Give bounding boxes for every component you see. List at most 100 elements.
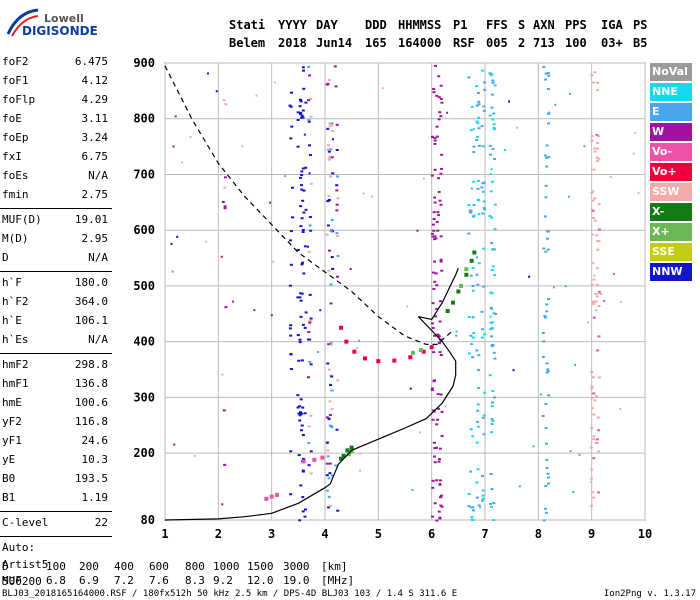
echo-point bbox=[308, 224, 312, 227]
echo-point bbox=[433, 235, 437, 238]
echo-point bbox=[476, 135, 480, 138]
echo-point bbox=[592, 302, 596, 305]
trace-point-vominus bbox=[264, 496, 269, 501]
echo-point bbox=[490, 93, 494, 96]
echo-point bbox=[482, 247, 486, 250]
echo-point bbox=[328, 414, 332, 417]
echo-point bbox=[489, 505, 493, 508]
echo-point bbox=[300, 116, 304, 119]
echo-point bbox=[597, 157, 601, 160]
echo-point bbox=[326, 143, 330, 146]
echo-point bbox=[592, 217, 596, 220]
echo-point bbox=[490, 488, 494, 491]
echo-point bbox=[432, 441, 436, 444]
echo-point bbox=[596, 147, 600, 150]
param-value: 24.6 bbox=[81, 434, 109, 447]
param-name: hmE bbox=[2, 396, 22, 409]
echo-point bbox=[301, 167, 305, 170]
echo-point bbox=[358, 339, 361, 342]
echo-point bbox=[433, 334, 437, 337]
trace-point-xplus bbox=[419, 348, 423, 353]
echo-point bbox=[591, 209, 595, 212]
echo-point bbox=[439, 235, 443, 238]
echo-point bbox=[289, 368, 293, 371]
echo-point bbox=[491, 420, 495, 423]
header-row2-cell-5: RSF bbox=[453, 36, 475, 50]
echo-point bbox=[300, 114, 304, 117]
echo-point bbox=[307, 99, 311, 102]
param-value: 364.0 bbox=[74, 295, 108, 308]
echo-point bbox=[335, 189, 339, 192]
echo-point bbox=[439, 97, 443, 100]
echo-point bbox=[193, 454, 196, 457]
echo-point bbox=[590, 139, 594, 142]
echo-point bbox=[220, 255, 223, 258]
param-value: 4.29 bbox=[81, 93, 109, 106]
trace-point-xminus bbox=[472, 250, 477, 255]
echo-point bbox=[253, 309, 256, 312]
echo-point bbox=[411, 488, 414, 491]
trace-point-xminus bbox=[445, 309, 450, 314]
y-tick-label: 600 bbox=[133, 223, 155, 237]
echo-point bbox=[475, 441, 479, 444]
echo-point bbox=[483, 88, 487, 91]
param-fmin: fmin 2.75 bbox=[0, 188, 108, 206]
echo-point bbox=[406, 305, 409, 308]
param-separator bbox=[0, 271, 112, 272]
echo-point bbox=[489, 502, 493, 505]
echo-point bbox=[488, 114, 492, 117]
echo-point bbox=[409, 387, 412, 390]
echo-point bbox=[490, 431, 494, 434]
param-hes: h`Es N/A bbox=[0, 333, 108, 351]
echo-point bbox=[544, 184, 548, 187]
echo-point bbox=[444, 405, 447, 408]
echo-point bbox=[330, 219, 334, 222]
trace-point-xplus bbox=[459, 283, 463, 288]
echo-point bbox=[547, 482, 551, 485]
echo-point bbox=[170, 242, 173, 245]
echo-point bbox=[490, 335, 494, 338]
echo-point bbox=[296, 334, 300, 337]
echo-point bbox=[476, 179, 480, 182]
echo-point bbox=[309, 182, 313, 185]
echo-point bbox=[308, 74, 312, 77]
echo-point bbox=[289, 493, 293, 496]
echo-point bbox=[439, 115, 443, 118]
echo-point bbox=[477, 262, 481, 265]
echo-point bbox=[299, 205, 303, 208]
echo-point bbox=[273, 81, 276, 84]
echo-point bbox=[422, 177, 425, 180]
echo-point bbox=[300, 173, 304, 176]
echo-point bbox=[481, 182, 485, 185]
echo-point bbox=[284, 175, 287, 178]
echo-point bbox=[439, 167, 443, 170]
echo-point bbox=[490, 292, 494, 295]
echo-point bbox=[308, 153, 312, 156]
echo-point bbox=[548, 111, 551, 114]
legend-item-e: E bbox=[650, 103, 692, 121]
echo-point bbox=[547, 298, 551, 301]
echo-point bbox=[440, 410, 444, 413]
echo-point bbox=[221, 200, 225, 203]
echo-point bbox=[481, 497, 485, 500]
echo-point bbox=[189, 136, 192, 139]
echo-point bbox=[433, 201, 437, 204]
echo-point bbox=[308, 293, 312, 296]
echo-point bbox=[435, 94, 439, 97]
param-name: B1 bbox=[2, 491, 16, 504]
legend-item-sse: SSE bbox=[650, 243, 692, 261]
echo-point bbox=[296, 394, 300, 397]
echo-point bbox=[290, 125, 294, 128]
echo-point bbox=[333, 65, 337, 68]
echo-point bbox=[600, 292, 603, 295]
echo-point bbox=[301, 66, 305, 69]
echo-point bbox=[223, 176, 227, 179]
echo-point bbox=[431, 135, 435, 138]
echo-point bbox=[438, 482, 441, 485]
echo-point bbox=[504, 149, 507, 152]
echo-point bbox=[301, 261, 305, 264]
trace-point-voplus bbox=[344, 339, 349, 344]
echo-point bbox=[330, 123, 334, 126]
echo-point bbox=[546, 370, 550, 373]
echo-point bbox=[591, 376, 595, 379]
